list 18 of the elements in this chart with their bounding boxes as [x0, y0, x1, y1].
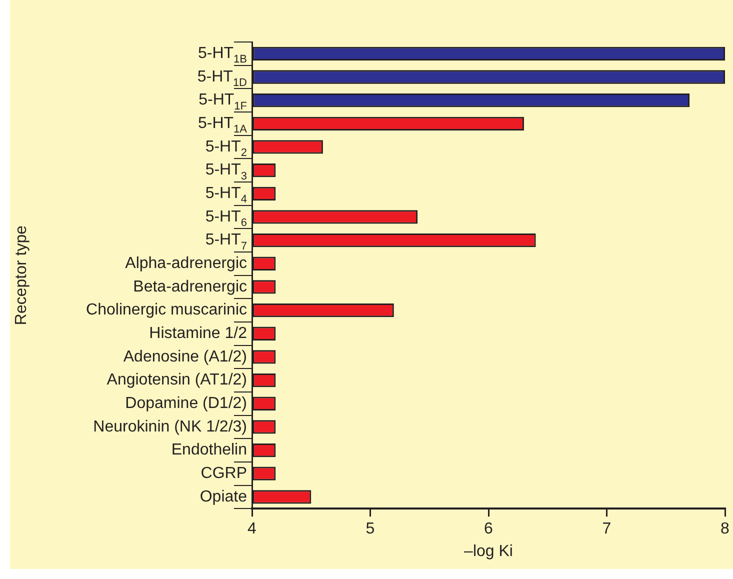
x-tick-label: 6 — [484, 520, 494, 538]
x-tick-label: 5 — [366, 520, 375, 538]
y-tick-label: CGRP — [200, 465, 248, 482]
x-tick-label: 4 — [248, 520, 257, 538]
y-tick-label: Neurokinin (NK 1/2/3) — [93, 418, 247, 436]
y-tick-label: Opiate — [200, 488, 248, 506]
y-tick-label: Alpha-adrenergic — [125, 255, 248, 272]
y-tick-label: Cholinergic muscarinic — [86, 302, 248, 319]
y-tick-label: Endothelin — [171, 442, 248, 459]
y-axis-title: Receptor type — [13, 225, 30, 326]
y-tick-label: Adenosine (A1/2) — [123, 348, 248, 366]
x-tick-label: 7 — [602, 520, 612, 538]
y-tick-label: Histamine 1/2 — [149, 325, 248, 342]
y-tick-label: Angiotensin (AT1/2) — [106, 372, 247, 389]
x-axis-title: –log Ki — [464, 542, 513, 560]
y-tick-label: Beta-adrenergic — [133, 278, 247, 296]
y-tick-label: Dopamine (D1/2) — [125, 395, 247, 412]
x-tick-label: 8 — [720, 520, 730, 538]
